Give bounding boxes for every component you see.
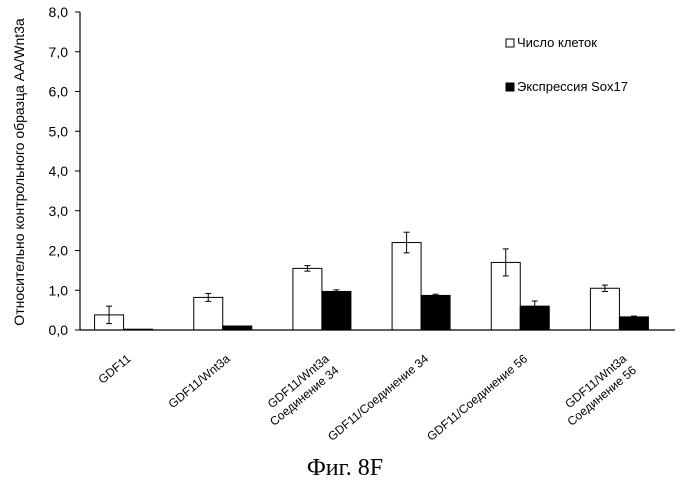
x-tick-label: GDF11/Соединение 34 — [325, 351, 431, 443]
x-tick-label: GDF11/Wnt3aСоединение 56 — [555, 351, 639, 428]
bar-cell-count-1 — [194, 297, 223, 330]
y-tick-label: 8,0 — [49, 4, 69, 20]
y-tick-label: 3,0 — [49, 203, 69, 219]
y-tick-label: 4,0 — [49, 163, 69, 179]
chart-svg: 0,0 1,0 2,0 3,0 4,0 5,0 6,0 7,0 8,0 GDF11 GDF11/W… — [0, 0, 699, 488]
x-tick-label: GDF11/Wnt3a — [166, 351, 233, 411]
legend: Число клеток Экспрессия Sox17 — [506, 35, 628, 94]
y-tick-label: 1,0 — [49, 282, 69, 298]
chart: 0,0 1,0 2,0 3,0 4,0 5,0 6,0 7,0 8,0 GDF11 GDF11/W… — [0, 0, 699, 488]
bar-cell-count-2 — [293, 268, 322, 330]
x-tick-label: GDF11 — [96, 351, 134, 386]
y-tick-label: 6,0 — [49, 84, 69, 100]
x-axis-labels: GDF11 GDF11/Wnt3a GDF11/Wnt3aСоединение 34… — [96, 351, 640, 443]
y-tick-label: 2,0 — [49, 243, 69, 259]
figure-caption: Фиг. 8F — [307, 455, 383, 481]
x-tick-label: GDF11/Wnt3aСоединение 34 — [257, 351, 341, 428]
axes — [80, 12, 675, 330]
bar-sox17-2 — [322, 291, 351, 330]
y-tick-label: 5,0 — [49, 123, 69, 139]
legend-label: Число клеток — [517, 35, 597, 50]
bar-sox17-3 — [421, 295, 450, 330]
bars — [95, 232, 649, 330]
x-tick-label: GDF11/Соединение 56 — [424, 351, 530, 443]
y-axis-ticks: 0,0 1,0 2,0 3,0 4,0 5,0 6,0 7,0 8,0 — [49, 4, 80, 338]
y-tick-label: 7,0 — [49, 44, 69, 60]
legend-swatch — [506, 39, 514, 47]
legend-label: Экспрессия Sox17 — [517, 79, 628, 94]
y-axis-label: Относительно контрольного образца АА/Wnt… — [11, 18, 27, 326]
legend-swatch — [506, 83, 514, 91]
bar-cell-count-5 — [590, 288, 619, 330]
y-tick-label: 0,0 — [49, 322, 69, 338]
bar-sox17-5 — [619, 317, 648, 330]
bar-cell-count-3 — [392, 243, 421, 330]
